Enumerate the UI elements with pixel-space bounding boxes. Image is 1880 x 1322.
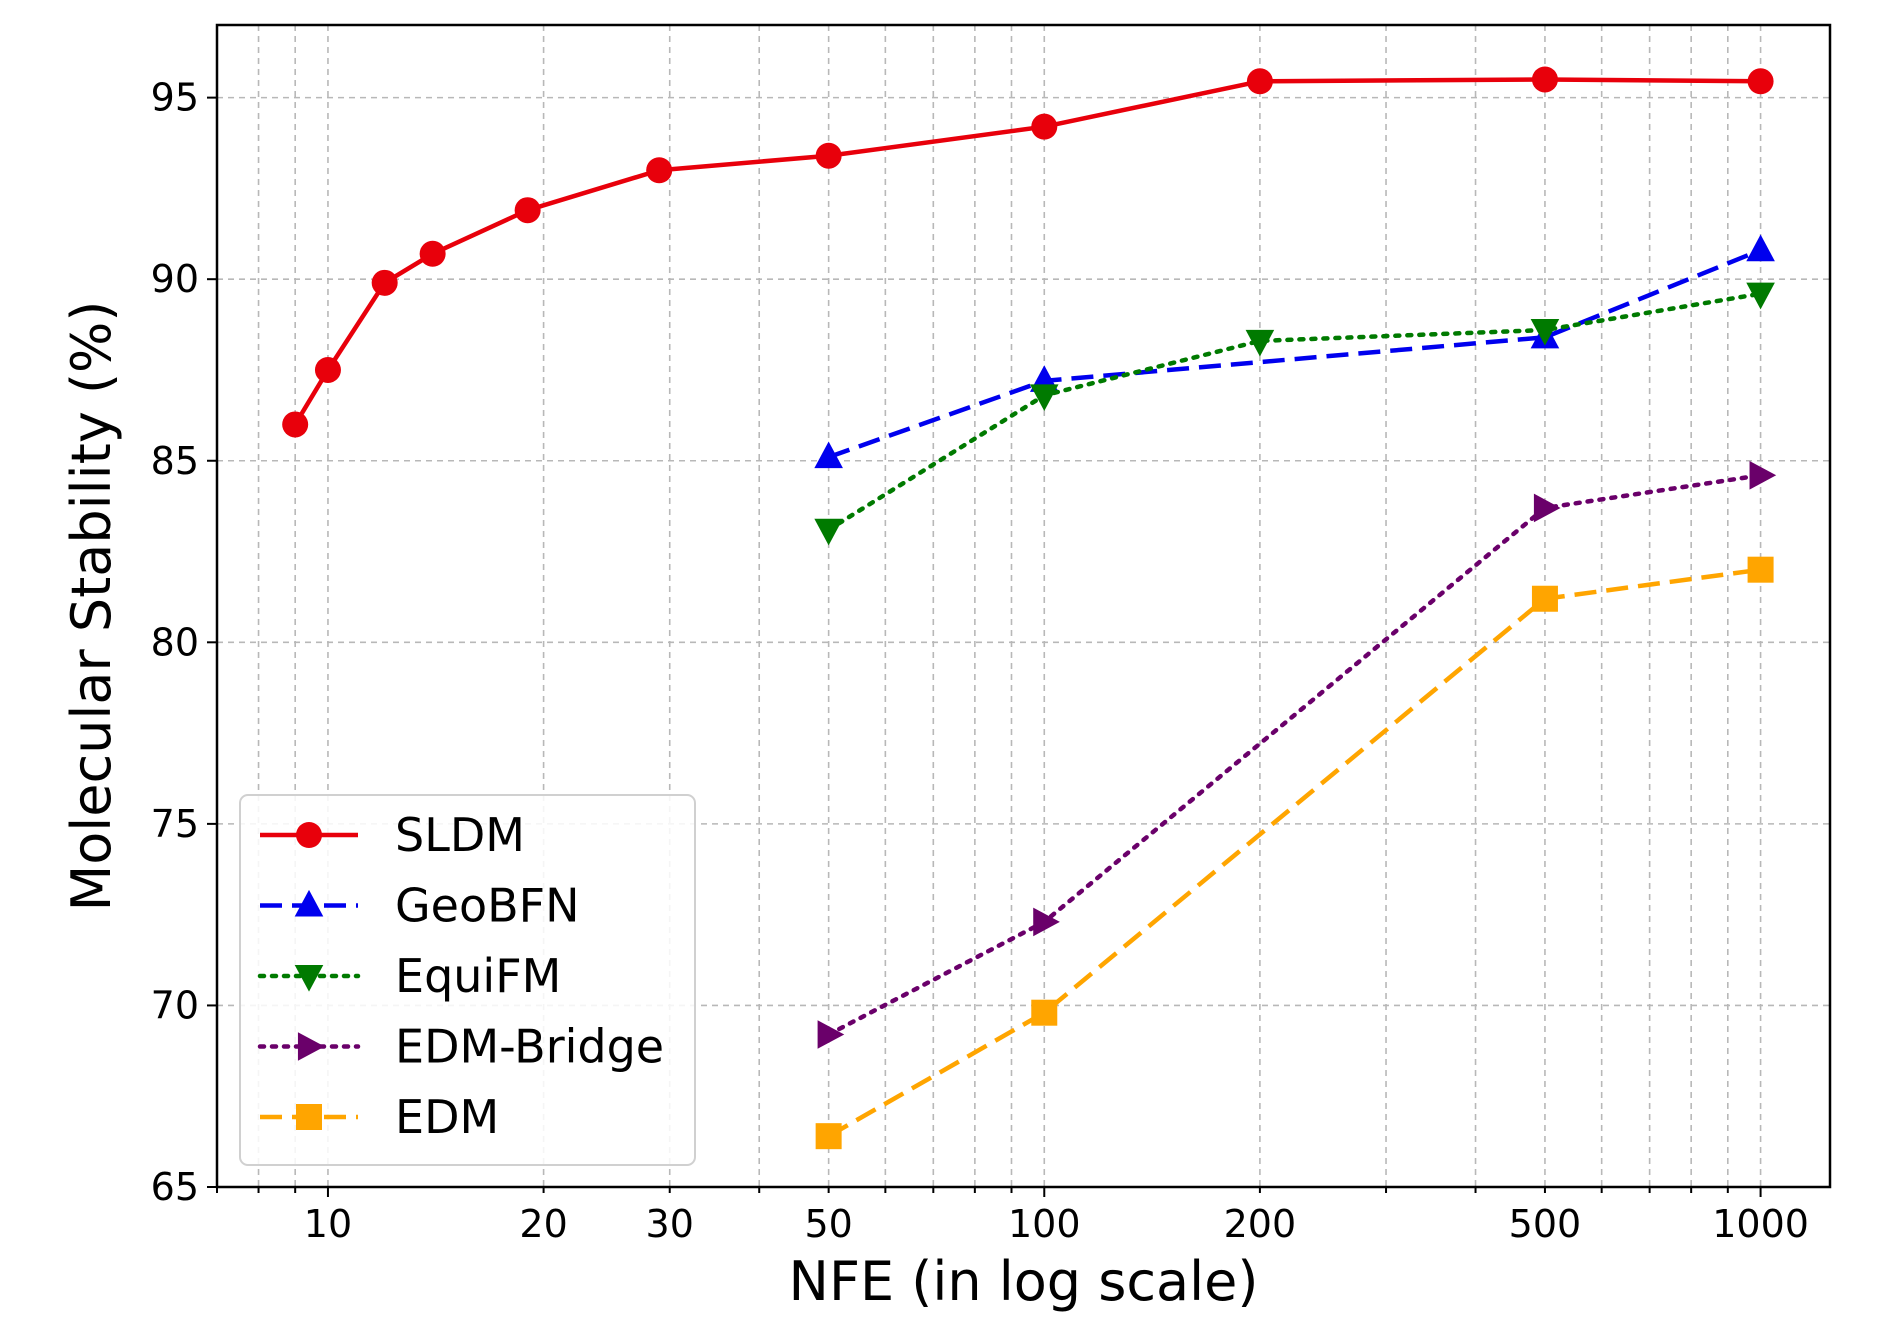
x-axis-title: NFE (in log scale) [789,1250,1259,1313]
data-point [1531,66,1558,93]
data-point [1531,585,1558,612]
x-tick-label: 500 [1509,1202,1582,1246]
data-point [1246,68,1273,95]
series-equifm [814,282,1775,546]
data-point [514,197,541,224]
data-point [1533,493,1561,523]
data-point [815,142,842,169]
y-tick-label: 80 [151,620,199,664]
x-tick-label: 10 [304,1202,352,1246]
series-line [827,248,1762,460]
data-point [1530,318,1560,346]
data-point [646,157,673,184]
legend-label: EDM [395,1090,499,1144]
series-line [826,291,1763,532]
y-tick-label: 90 [151,257,199,301]
data-point [1747,68,1774,95]
y-tick-label: 65 [151,1165,199,1209]
data-point [1029,384,1059,411]
y-tick-label: 75 [151,802,199,846]
data-point [1033,907,1060,937]
data-point [814,441,843,469]
legend-label: GeoBFN [395,879,580,933]
x-tick-label: 100 [1008,1202,1081,1246]
y-axis-title: Molecular Stability (%) [60,301,123,912]
legend-label: EDM-Bridge [395,1020,664,1074]
legend-label: EquiFM [395,949,561,1003]
series-line [827,567,1761,1139]
data-point [1747,556,1774,583]
legend-item: EDM-Bridge [257,1020,664,1074]
x-tick-label: 20 [519,1202,567,1246]
series-edm-bridge [817,460,1777,1049]
data-point [815,1123,842,1150]
y-tick-label: 95 [151,76,199,120]
data-point [1031,113,1058,140]
legend-marker [294,889,324,917]
legend-marker [296,1104,322,1130]
legend-marker [294,964,324,992]
data-point [371,269,398,296]
legend-marker [297,1032,325,1061]
x-tick-label: 30 [646,1202,694,1246]
data-point [1746,234,1775,262]
legend-item: SLDM [260,808,525,862]
series-layer [282,66,1777,1150]
legend-label: SLDM [395,808,525,862]
axis-ticks: 10 20 30 50 100 200 500 1000 65 70 75 80 85 90 95 [151,76,1809,1246]
data-point [1245,329,1275,357]
series-edm [815,556,1774,1150]
y-tick-label: 70 [151,983,199,1027]
data-point [419,240,446,267]
x-tick-label: 1000 [1712,1202,1809,1246]
x-tick-label: 200 [1224,1202,1297,1246]
legend-item: GeoBFN [260,879,580,933]
data-point [314,356,341,383]
legend-marker [296,822,322,848]
data-point [1749,460,1777,490]
series-sldm [282,66,1774,438]
x-tick-label: 50 [804,1202,852,1246]
legend-box [239,794,696,1166]
data-point [814,518,843,546]
data-point [1031,999,1058,1026]
legend-item: EDM [260,1090,499,1144]
data-point [817,1020,845,1049]
legend: SLDM GeoBFN EquiFM EDM-Bridge EDM [239,794,696,1166]
y-tick-label: 85 [151,439,199,483]
data-point [1746,282,1775,310]
series-line [826,473,1763,1037]
legend-item: EquiFM [257,949,561,1003]
plot-frame [215,23,1832,1189]
data-point [282,411,309,438]
